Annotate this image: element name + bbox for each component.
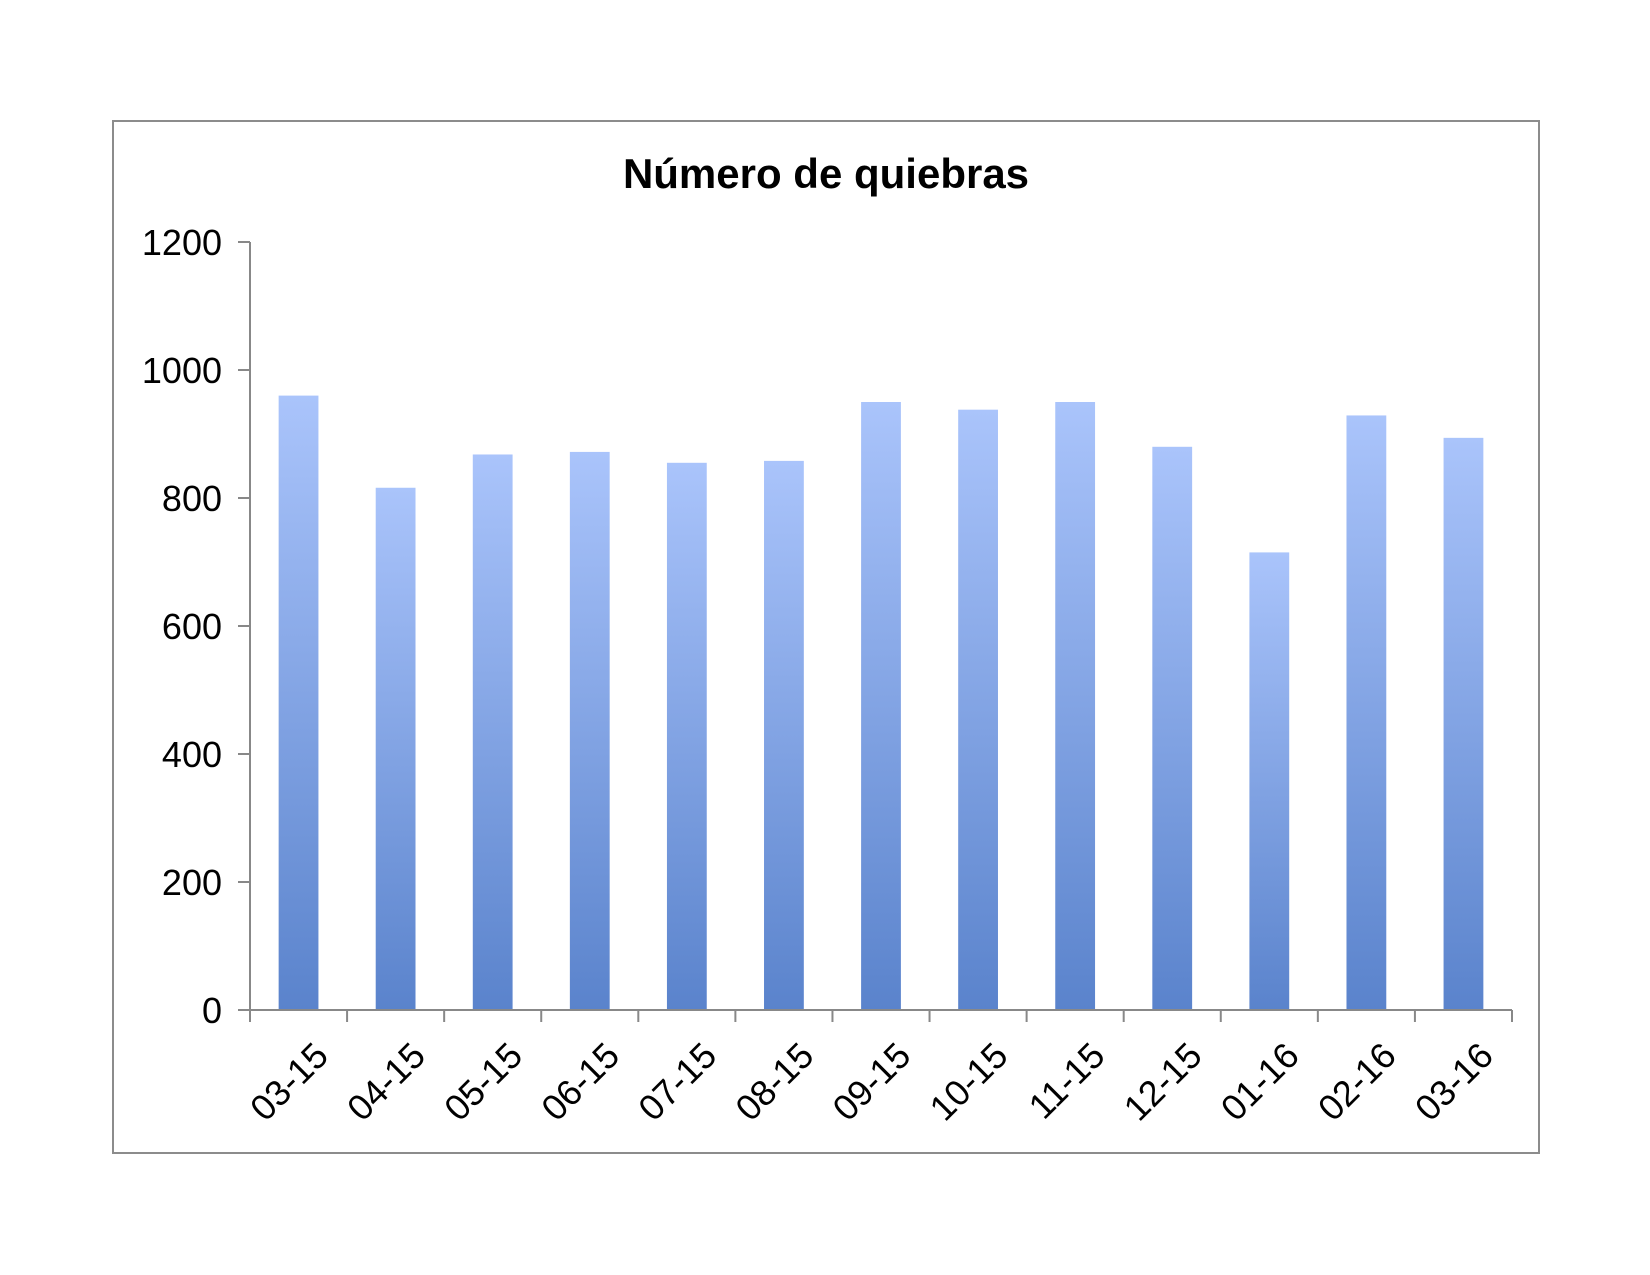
x-tick-label: 12-15 — [1116, 1034, 1210, 1128]
bar-10-15 — [958, 409, 998, 1010]
bar-01-16 — [1249, 552, 1290, 1010]
x-tick-label: 04-15 — [339, 1034, 433, 1128]
chart-frame — [112, 120, 1540, 1154]
bar-06-15 — [569, 451, 610, 1010]
chart-title: Número de quiebras — [623, 150, 1029, 197]
x-tick-label: 10-15 — [921, 1034, 1015, 1128]
bar-03-16 — [1443, 437, 1484, 1011]
x-tick-label: 01-16 — [1213, 1034, 1307, 1128]
labels-layer: 0 200 400 600 800 1000 1200 03-15 04-15 05-15 06-1… — [142, 222, 1501, 1129]
bar-08-15 — [764, 460, 804, 1010]
x-tick-label: 08-15 — [727, 1034, 821, 1128]
bars-layer — [278, 395, 1484, 1011]
y-tick-label: 800 — [162, 478, 222, 519]
x-tick-label: 03-16 — [1407, 1034, 1501, 1128]
bar-05-15 — [472, 454, 513, 1011]
bar-09-15 — [861, 402, 901, 1010]
bar-04-15 — [375, 487, 416, 1010]
y-tick-label: 200 — [162, 862, 222, 903]
y-tick-label: 600 — [162, 606, 222, 647]
bar-07-15 — [666, 462, 707, 1010]
bar-03-15 — [278, 395, 319, 1011]
x-tick-label: 03-15 — [242, 1034, 336, 1128]
x-tick-label: 09-15 — [824, 1034, 918, 1128]
y-tick-label: 400 — [162, 734, 222, 775]
bar-02-16 — [1346, 415, 1387, 1010]
y-tick-label: 1200 — [142, 222, 222, 263]
axes-layer — [238, 241, 1513, 1022]
bar-11-15 — [1055, 402, 1096, 1010]
x-tick-label: 02-16 — [1310, 1034, 1404, 1128]
y-tick-label: 0 — [202, 990, 222, 1031]
x-tick-label: 06-15 — [533, 1034, 627, 1128]
x-tick-label: 07-15 — [630, 1034, 724, 1128]
bar-12-15 — [1152, 446, 1193, 1010]
x-tick-label: 05-15 — [436, 1034, 530, 1128]
x-tick-label: 11-15 — [1020, 1034, 1112, 1126]
y-tick-label: 1000 — [142, 350, 222, 391]
